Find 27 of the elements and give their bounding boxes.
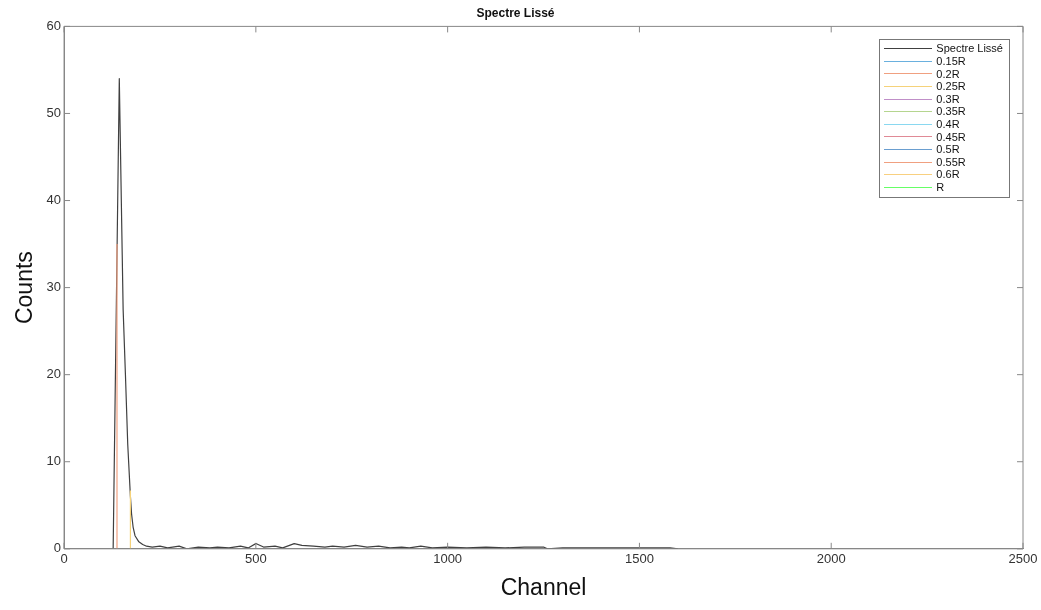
legend-label: 0.3R <box>936 92 960 106</box>
y-axis-title: Counts <box>11 251 38 325</box>
y-tick-label: 60 <box>46 17 62 33</box>
legend-label: 0.15R <box>936 54 966 68</box>
y-tick-label: 20 <box>46 366 62 382</box>
x-tick-label: 2000 <box>816 551 846 567</box>
legend-label: 0.25R <box>936 80 966 93</box>
legend-label: Spectre Lissé <box>936 42 1003 55</box>
chart-title: Spectre Lissé <box>476 5 555 20</box>
y-tick-label: 40 <box>46 192 62 208</box>
y-tick-label: 0 <box>53 540 62 556</box>
x-tick-label: 2500 <box>1008 551 1038 567</box>
legend-label: 0.2R <box>936 67 960 81</box>
legend-label: 0.55R <box>936 155 966 169</box>
legend-label: R <box>936 180 945 194</box>
x-axis-title: Channel <box>500 573 587 600</box>
x-tick-label: 1500 <box>624 551 654 567</box>
y-tick-label: 50 <box>46 105 62 121</box>
y-tick-label: 10 <box>46 453 62 469</box>
legend-label: 0.5R <box>936 143 960 156</box>
legend-label: 0.35R <box>936 105 966 118</box>
legend-label: 0.4R <box>936 117 960 131</box>
y-tick-label: 30 <box>46 279 62 295</box>
legend-label: 0.45R <box>936 130 966 144</box>
x-tick-label: 1000 <box>433 551 463 567</box>
x-tick-label: 500 <box>245 551 267 567</box>
legend-label: 0.6R <box>936 168 960 181</box>
